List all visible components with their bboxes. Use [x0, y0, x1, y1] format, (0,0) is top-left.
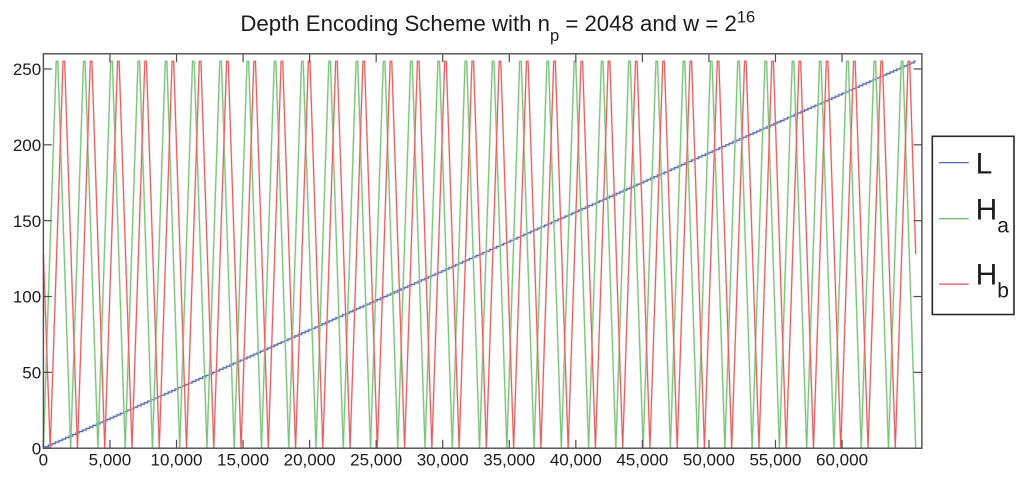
svg-text:150: 150: [13, 212, 41, 231]
svg-text:35,000: 35,000: [483, 451, 535, 470]
svg-text:0: 0: [39, 451, 48, 470]
svg-text:25,000: 25,000: [350, 451, 402, 470]
svg-text:60,000: 60,000: [816, 451, 868, 470]
svg-text:15,000: 15,000: [217, 451, 269, 470]
svg-text:250: 250: [13, 60, 41, 79]
svg-text:10,000: 10,000: [151, 451, 203, 470]
svg-text:0: 0: [32, 439, 41, 458]
svg-text:200: 200: [13, 136, 41, 155]
svg-text:50: 50: [22, 364, 41, 383]
svg-text:40,000: 40,000: [550, 451, 602, 470]
svg-text:5,000: 5,000: [89, 451, 132, 470]
svg-text:100: 100: [13, 288, 41, 307]
svg-text:50,000: 50,000: [683, 451, 735, 470]
svg-text:45,000: 45,000: [616, 451, 668, 470]
svg-text:55,000: 55,000: [749, 451, 801, 470]
svg-text:30,000: 30,000: [417, 451, 469, 470]
svg-text:20,000: 20,000: [284, 451, 336, 470]
svg-text:L: L: [976, 148, 993, 181]
